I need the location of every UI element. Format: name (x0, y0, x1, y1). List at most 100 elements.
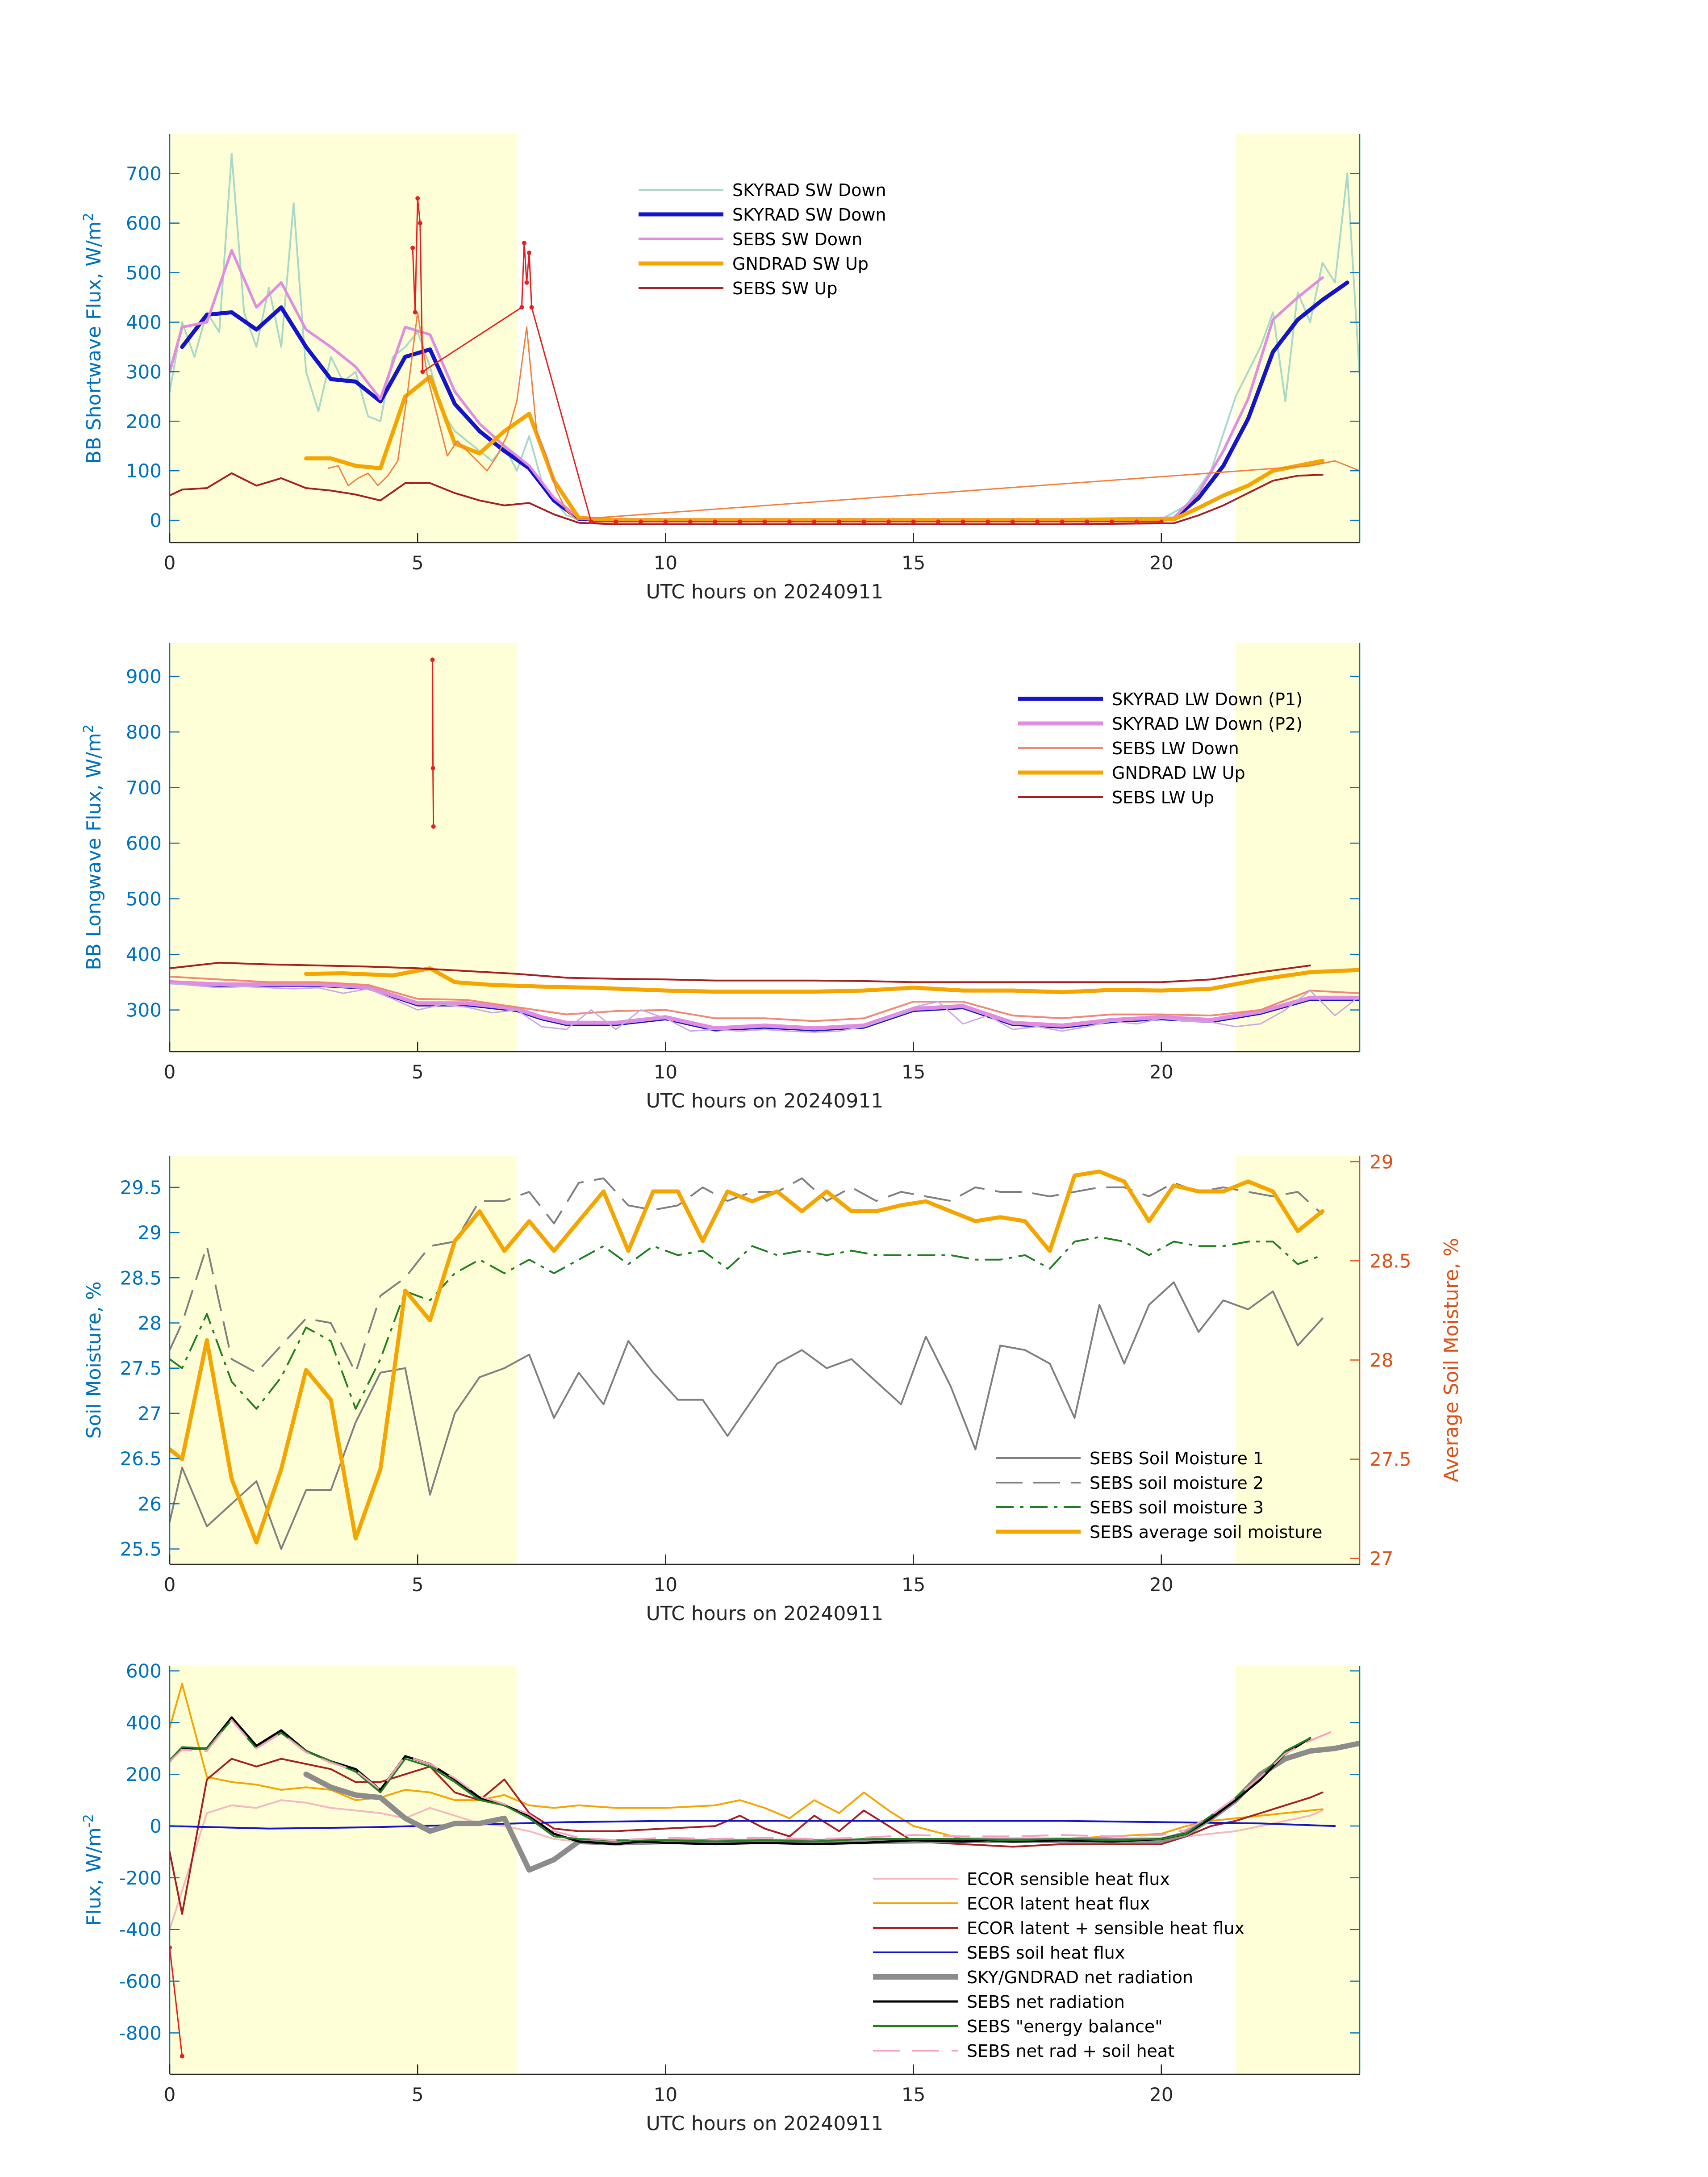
series-group (170, 657, 1360, 1033)
series-line (170, 249, 1324, 521)
data-point (522, 241, 526, 245)
data-point (812, 519, 817, 524)
y-tick-label: 500 (126, 888, 162, 910)
data-point (1060, 519, 1065, 524)
y-axis-label: Flux, W/m-2 (81, 1814, 106, 1926)
x-tick-label: 15 (902, 552, 925, 574)
x-tick-label: 5 (412, 1574, 424, 1596)
y-tick-label: 27.5 (120, 1358, 162, 1379)
night-shade-band (170, 643, 517, 1052)
series-line (170, 1281, 1324, 1550)
data-point (180, 2054, 184, 2059)
x-tick-label: 10 (654, 1061, 677, 1083)
y-tick-label: 0 (150, 510, 162, 531)
y-right-tick-label: 27.5 (1370, 1449, 1412, 1471)
legend-label: SKYRAD SW Down (732, 180, 886, 200)
y-tick-label: 0 (150, 1815, 162, 1837)
data-point (1085, 519, 1090, 524)
y-tick-label: 900 (126, 666, 162, 688)
y-axis-label-main: BB Shortwave Flux, W/m (83, 221, 105, 464)
y-axis-label-superscript: 2 (81, 213, 96, 221)
y-axis-label-main: Flux, W/m (83, 1827, 105, 1926)
legend-label: SEBS average soil moisture (1090, 1522, 1322, 1542)
shortwave-flux-panel: 0 5 10 15 20 UTC hours on 20240911 0 100 200 300 4… (81, 134, 1361, 603)
legend-label: SEBS LW Down (1112, 739, 1239, 758)
x-tick-label: 15 (902, 1061, 925, 1083)
x-tick-label: 15 (902, 2084, 925, 2106)
series-line (304, 966, 1360, 994)
y-tick-label: 500 (126, 262, 162, 284)
y-tick-label: 29.5 (120, 1177, 162, 1199)
y-tick-label: -400 (119, 1919, 162, 1941)
series-line (170, 1820, 1336, 1830)
y-tick-label: 200 (126, 410, 162, 432)
night-shade-band (1236, 1156, 1360, 1564)
legend-label: SKYRAD LW Down (P2) (1112, 714, 1303, 734)
data-point (527, 251, 532, 255)
x-tick-label: 0 (164, 1061, 176, 1083)
series-line (170, 1719, 1336, 1841)
y-tick-label: 300 (126, 361, 162, 383)
data-point (861, 519, 866, 524)
legend: SKYRAD SW Down SKYRAD SW Down SEBS SW Down… (639, 180, 886, 298)
x-tick-label: 5 (412, 1061, 424, 1083)
data-point (886, 519, 891, 524)
legend-label: SEBS soil moisture 3 (1090, 1498, 1264, 1517)
y-tick-label: 25.5 (120, 1538, 162, 1560)
legend-label: SEBS net rad + soil heat (967, 2041, 1174, 2061)
legend-label: SEBS net radiation (967, 1992, 1125, 2012)
legend: SKYRAD LW Down (P1) SKYRAD LW Down (P2) SE… (1018, 689, 1303, 807)
legend-label: SKYRAD SW Down (732, 205, 886, 225)
series-line (170, 472, 1324, 525)
series-line (170, 961, 1311, 983)
data-point (415, 196, 420, 201)
data-point (418, 221, 422, 226)
data-point (960, 519, 965, 524)
y-axis-label-superscript: -2 (81, 1814, 96, 1827)
night-shade-band (170, 1666, 517, 2074)
series-line (170, 1170, 1325, 1545)
y-tick-label: 400 (126, 944, 162, 965)
data-point (638, 519, 643, 524)
data-point (420, 369, 425, 374)
legend-label: ECOR latent heat flux (967, 1894, 1150, 1914)
data-point (1010, 519, 1015, 524)
y-tick-label: 29 (138, 1222, 162, 1244)
series-group (170, 1683, 1360, 2059)
y-axis-label: BB Longwave Flux, W/m2 (81, 724, 106, 970)
x-tick-label: 10 (654, 1574, 677, 1596)
y-tick-label: 400 (126, 1712, 162, 1734)
data-point (1159, 519, 1164, 524)
y-tick-label: 600 (126, 213, 162, 234)
data-point (413, 310, 418, 315)
data-point (837, 519, 842, 524)
data-point (787, 519, 792, 524)
soil-moisture-panel: 0 5 10 15 20 UTC hours on 20240911 25.5 26 26.5 2… (83, 1151, 1463, 1625)
series-line (170, 1683, 1324, 1843)
legend-label: SEBS SW Down (732, 230, 862, 249)
series-line (170, 1758, 1324, 1915)
night-shade-band (1236, 1666, 1360, 2074)
y-axis-label-main: Soil Moisture, % (83, 1281, 105, 1438)
y-tick-label: 600 (126, 1660, 162, 1682)
longwave-flux-panel: 0 5 10 15 20 UTC hours on 20240911 300 400 500 60… (81, 643, 1361, 1112)
x-tick-label: 20 (1149, 1574, 1173, 1596)
x-tick-label: 20 (1149, 1061, 1173, 1083)
y-tick-label: -800 (119, 2022, 162, 2044)
x-tick-label: 0 (164, 1574, 176, 1596)
data-point (911, 519, 916, 524)
y-tick-label: 27 (138, 1403, 162, 1425)
series-group (170, 1170, 1325, 1550)
surface-flux-panel: 0 5 10 15 20 UTC hours on 20240911 -800 -600 -40… (81, 1660, 1361, 2135)
series-line (412, 197, 1162, 522)
data-point (431, 824, 436, 829)
legend-label: SEBS SW Up (732, 279, 837, 298)
night-shade-band (1236, 134, 1360, 543)
y-tick-label: 700 (126, 163, 162, 185)
series-group (170, 153, 1360, 525)
series-line (304, 375, 1325, 522)
y-tick-label: 700 (126, 777, 162, 799)
series-line (170, 1947, 183, 2057)
y-axis-label: Soil Moisture, % (83, 1281, 105, 1438)
x-tick-label: 5 (412, 2084, 424, 2106)
